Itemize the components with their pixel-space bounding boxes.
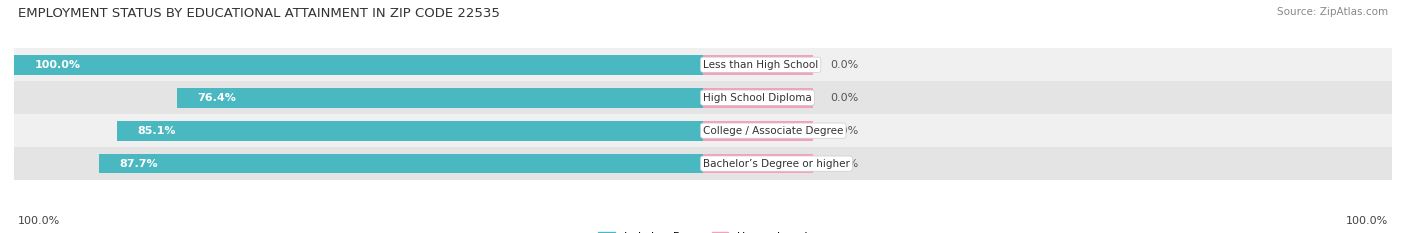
Bar	[14, 81, 1392, 114]
Text: College / Associate Degree: College / Associate Degree	[703, 126, 844, 136]
Text: High School Diploma: High School Diploma	[703, 93, 811, 103]
Bar	[98, 154, 703, 174]
Text: 0.0%: 0.0%	[830, 126, 858, 136]
Bar	[703, 55, 813, 75]
Bar	[14, 147, 1392, 180]
Text: 0.0%: 0.0%	[830, 93, 858, 103]
Bar	[14, 48, 1392, 82]
Bar	[177, 88, 703, 108]
Legend: In Labor Force, Unemployed: In Labor Force, Unemployed	[593, 227, 813, 233]
Bar	[703, 88, 813, 108]
Text: 76.4%: 76.4%	[197, 93, 236, 103]
Bar	[703, 121, 813, 140]
Text: 0.0%: 0.0%	[830, 60, 858, 70]
Text: 87.7%: 87.7%	[120, 159, 157, 169]
Bar	[14, 55, 703, 75]
Bar	[117, 121, 703, 140]
Text: 100.0%: 100.0%	[18, 216, 60, 226]
Text: Source: ZipAtlas.com: Source: ZipAtlas.com	[1277, 7, 1388, 17]
Text: 85.1%: 85.1%	[138, 126, 176, 136]
Text: Less than High School: Less than High School	[703, 60, 818, 70]
Text: 100.0%: 100.0%	[35, 60, 80, 70]
Text: Bachelor’s Degree or higher: Bachelor’s Degree or higher	[703, 159, 849, 169]
Text: EMPLOYMENT STATUS BY EDUCATIONAL ATTAINMENT IN ZIP CODE 22535: EMPLOYMENT STATUS BY EDUCATIONAL ATTAINM…	[18, 7, 501, 20]
Bar	[14, 114, 1392, 147]
Text: 100.0%: 100.0%	[1346, 216, 1388, 226]
Bar	[703, 154, 813, 174]
Text: 0.0%: 0.0%	[830, 159, 858, 169]
